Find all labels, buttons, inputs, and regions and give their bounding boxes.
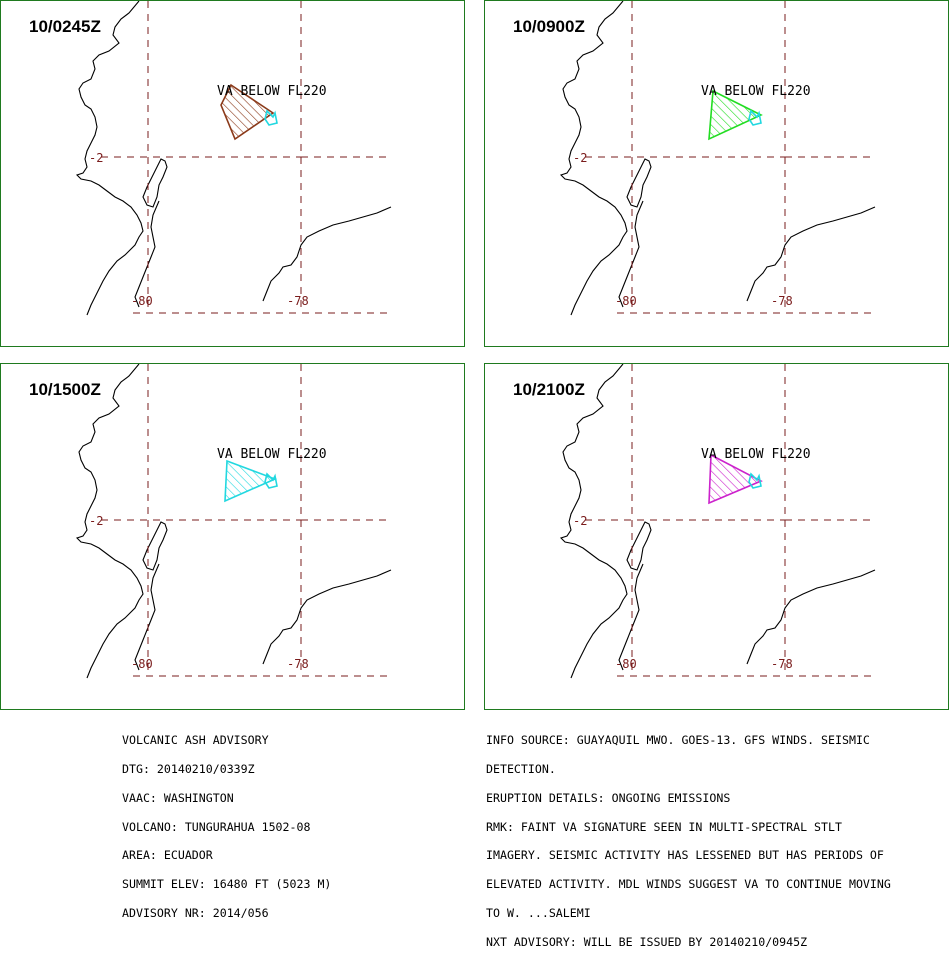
ash-level-label: VA BELOW FL220 [217, 84, 327, 99]
advisory-line: VAAC: WASHINGTON [122, 790, 234, 805]
coastline-gulf [626, 521, 652, 571]
longitude-label: -80 [615, 657, 637, 671]
longitude-label: -80 [615, 294, 637, 308]
panel-time-label: 10/0245Z [29, 17, 101, 36]
advisory-line: IMAGERY. SEISMIC ACTIVITY HAS LESSENED B… [486, 848, 884, 863]
map-panel-4: -2 -80 -78 VA BELOW FL220 10/2100Z [484, 363, 949, 710]
coastline-gulf [142, 158, 168, 208]
map-layers: -2 -80 -78 VA BELOW FL220 [559, 1, 876, 316]
latitude-label: -2 [573, 151, 587, 165]
ash-polygon [708, 453, 763, 505]
coastline-south [134, 563, 160, 671]
border-line [746, 569, 876, 665]
volcano-marker-icon [264, 472, 278, 489]
advisory-line: SUMMIT ELEV: 16480 FT (5023 M) [122, 877, 332, 892]
longitude-label: -80 [131, 294, 153, 308]
ash-level-label: VA BELOW FL220 [701, 84, 811, 99]
border-line [262, 569, 392, 665]
advisory-line: ADVISORY NR: 2014/056 [122, 905, 269, 920]
border-line [746, 206, 876, 302]
advisory-line: DETECTION. [486, 761, 556, 776]
advisory-remarks-block: INFO SOURCE: GUAYAQUIL MWO. GOES-13. GFS… [486, 717, 891, 957]
panel-time-label: 10/2100Z [513, 380, 585, 399]
advisory-line: NXT ADVISORY: WILL BE ISSUED BY 20140210… [486, 934, 808, 949]
latitude-label: -2 [573, 514, 587, 528]
ash-level-label: VA BELOW FL220 [701, 447, 811, 462]
coastline-main [75, 1, 144, 316]
advisory-line: VOLCANO: TUNGURAHUA 1502-08 [122, 819, 311, 834]
ash-polygon [708, 89, 763, 141]
map-canvas: -2 -80 -78 VA BELOW FL220 [559, 364, 876, 679]
advisory-line: ELEVATED ACTIVITY. MDL WINDS SUGGEST VA … [486, 877, 891, 892]
advisory-line: DTG: 20140210/0339Z [122, 761, 255, 776]
longitude-label: -78 [771, 294, 793, 308]
latitude-label: -2 [89, 151, 103, 165]
map-layers: -2 -80 -78 VA BELOW FL220 [559, 364, 876, 679]
volcano-marker-icon [264, 109, 278, 126]
advisory-line: ERUPTION DETAILS: ONGOING EMISSIONS [486, 790, 731, 805]
volcano-marker-icon [748, 472, 762, 489]
ash-polygon [224, 459, 278, 503]
map-layers: -2 -80 -78 VA BELOW FL220 [75, 1, 392, 316]
advisory-header-block: VOLCANIC ASH ADVISORY DTG: 20140210/0339… [122, 717, 331, 928]
advisory-line: AREA: ECUADOR [122, 848, 213, 863]
map-canvas: -2 -80 -78 VA BELOW FL220 [559, 1, 876, 316]
latitude-label: -2 [89, 514, 103, 528]
border-line [262, 206, 392, 302]
map-canvas: -2 -80 -78 VA BELOW FL220 [75, 1, 392, 316]
longitude-label: -80 [131, 657, 153, 671]
coastline-main [559, 1, 628, 316]
advisory-line: INFO SOURCE: GUAYAQUIL MWO. GOES-13. GFS… [486, 733, 870, 748]
coastline-gulf [626, 158, 652, 208]
map-panel-3: -2 -80 -78 VA BELOW FL220 10/1500Z [0, 363, 465, 710]
coastline-south [134, 200, 160, 308]
map-panel-1: -2 -80 -78 VA BELOW FL220 10/0245Z [0, 0, 465, 347]
volcano-marker-icon [748, 109, 762, 126]
panel-time-label: 10/1500Z [29, 380, 101, 399]
coastline-main [75, 364, 144, 679]
panel-time-label: 10/0900Z [513, 17, 585, 36]
advisory-line: RMK: FAINT VA SIGNATURE SEEN IN MULTI-SP… [486, 819, 842, 834]
ash-polygon [220, 83, 275, 141]
map-canvas: -2 -80 -78 VA BELOW FL220 [75, 364, 392, 679]
longitude-label: -78 [287, 657, 309, 671]
longitude-label: -78 [287, 294, 309, 308]
coastline-main [559, 364, 628, 679]
coastline-gulf [142, 521, 168, 571]
map-layers: -2 -80 -78 VA BELOW FL220 [75, 364, 392, 679]
longitude-label: -78 [771, 657, 793, 671]
coastline-south [618, 563, 644, 671]
ash-level-label: VA BELOW FL220 [217, 447, 327, 462]
advisory-line: TO W. ...SALEMI [486, 905, 591, 920]
map-panel-2: -2 -80 -78 VA BELOW FL220 10/0900Z [484, 0, 949, 347]
coastline-south [618, 200, 644, 308]
advisory-line: VOLCANIC ASH ADVISORY [122, 733, 269, 748]
